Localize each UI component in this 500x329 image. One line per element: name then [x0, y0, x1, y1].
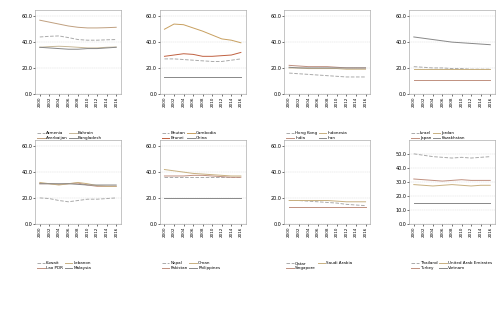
Legend: Kuwait, Lao PDR, Lebanon, Malaysia: Kuwait, Lao PDR, Lebanon, Malaysia: [37, 261, 91, 270]
Legend: Israel, Japan, Jordan, Kazakhstan: Israel, Japan, Jordan, Kazakhstan: [411, 131, 465, 140]
Legend: Thailand, Turkey, United Arab Emirates, Vietnam: Thailand, Turkey, United Arab Emirates, …: [411, 261, 492, 270]
Legend: Hong Kong, India, Indonesia, Iran: Hong Kong, India, Indonesia, Iran: [286, 131, 348, 140]
Legend: Nepal, Pakistan, Oman, Philippines: Nepal, Pakistan, Oman, Philippines: [162, 261, 220, 270]
Legend: Armenia, Azerbaijan, Bahrain, Bangladesh: Armenia, Azerbaijan, Bahrain, Bangladesh: [37, 131, 102, 140]
Legend: Qatar, Singapore, Saudi Arabia: Qatar, Singapore, Saudi Arabia: [286, 261, 352, 270]
Legend: Bhutan, Brunei, Cambodia, China: Bhutan, Brunei, Cambodia, China: [162, 131, 216, 140]
